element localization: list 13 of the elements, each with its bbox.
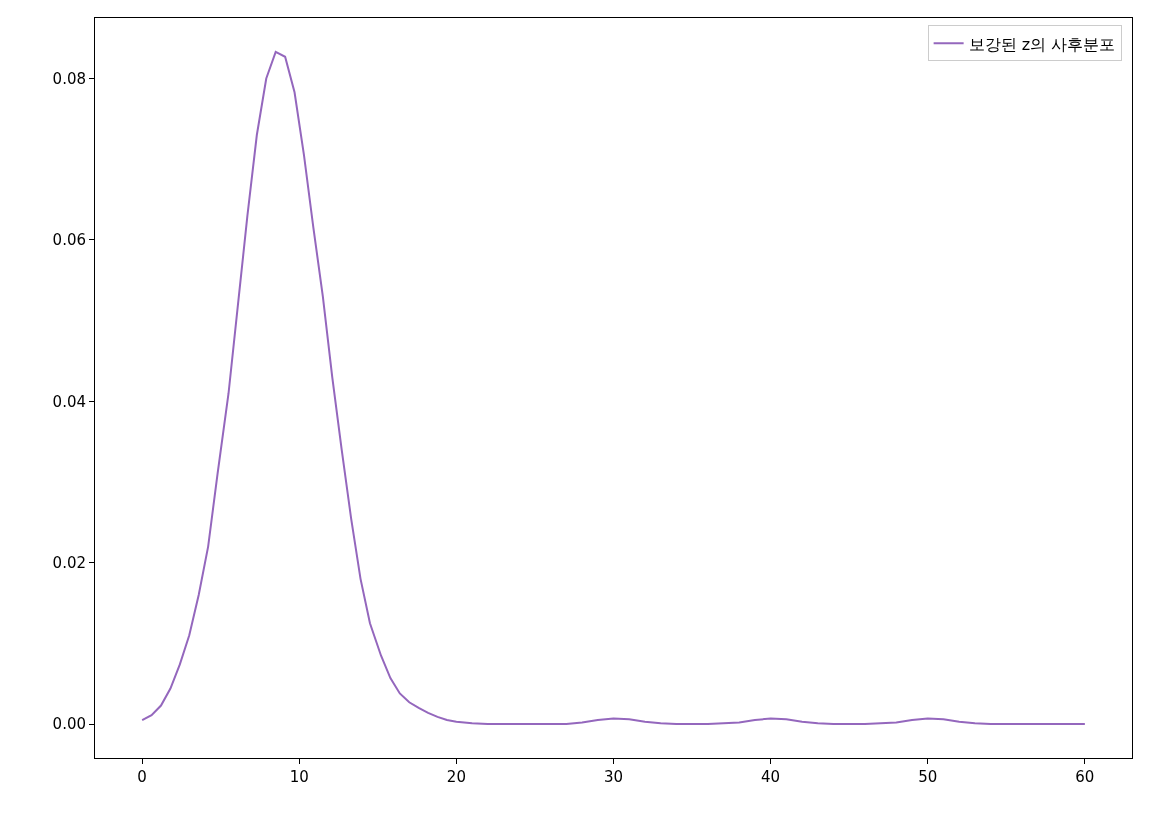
x-tick-label: 30 xyxy=(603,768,624,786)
x-tick-label: 40 xyxy=(761,768,781,786)
y-tick-label: 0.00 xyxy=(52,715,86,734)
y-tick-label: 0.04 xyxy=(52,392,86,411)
x-tick-label: 50 xyxy=(918,768,938,786)
y-tick-label: 0.06 xyxy=(52,231,86,250)
x-tick-label: 10 xyxy=(289,768,309,786)
x-tick-label: 60 xyxy=(1075,768,1095,786)
y-tick-label: 0.08 xyxy=(52,69,86,88)
x-tick-label: 0 xyxy=(137,768,147,786)
legend-label: 보강된 z의 사후분포 xyxy=(968,34,1116,54)
x-tick-label: 20 xyxy=(446,768,466,786)
y-tick-label: 0.02 xyxy=(52,553,86,572)
